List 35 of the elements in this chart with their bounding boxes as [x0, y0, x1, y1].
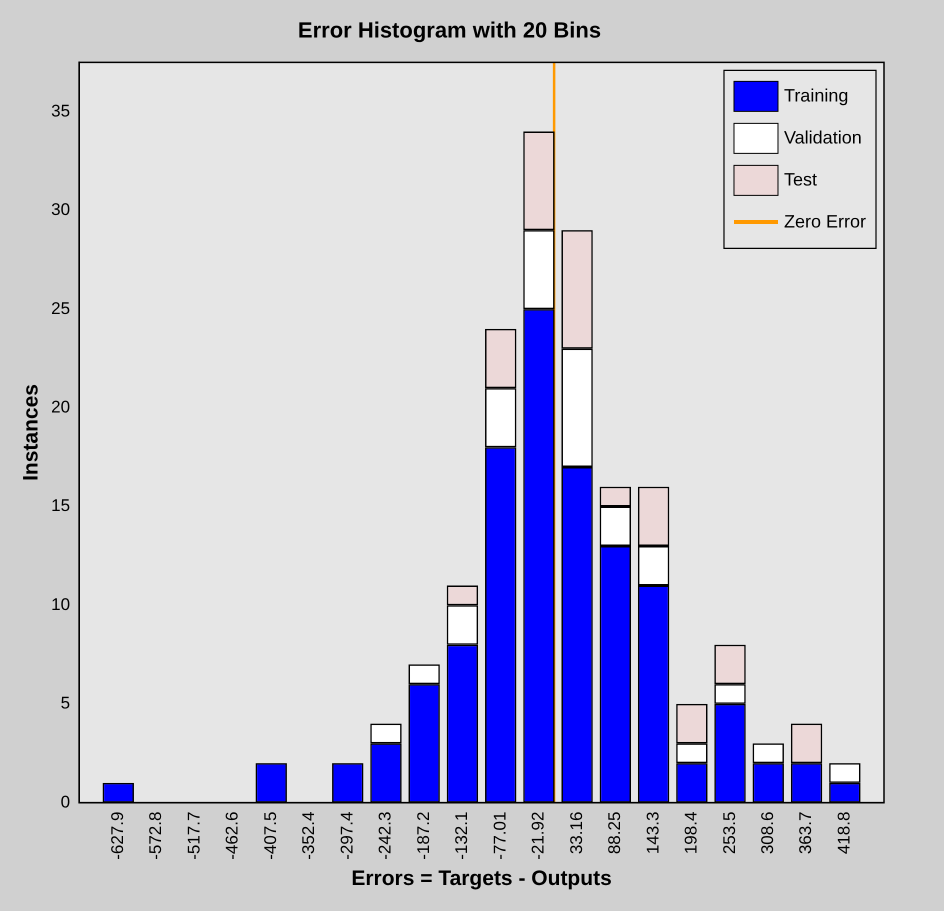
x-tick-label: 418.8 — [834, 812, 854, 854]
x-tick-label: 363.7 — [796, 812, 816, 854]
x-tick-label: -21.92 — [528, 812, 548, 860]
legend-label: Zero Error — [784, 211, 866, 232]
x-tick-label: -407.5 — [260, 812, 280, 860]
x-tick-label: -627.9 — [108, 812, 128, 860]
legend-label: Training — [784, 85, 848, 106]
x-tick-label: -517.7 — [184, 812, 204, 860]
x-tick-label: 33.16 — [566, 812, 586, 854]
legend-label: Test — [784, 169, 818, 190]
y-tick-label: 25 — [51, 298, 70, 318]
x-tick-label: 253.5 — [720, 812, 739, 854]
x-tick-label: -462.6 — [222, 812, 242, 860]
x-axis-title: Errors = Targets - Outputs — [351, 867, 612, 890]
x-tick-label: -77.01 — [490, 812, 510, 860]
x-tick-label: 88.25 — [605, 812, 624, 854]
x-tick-label: 198.4 — [682, 812, 701, 854]
x-tick-label: -297.4 — [337, 812, 356, 860]
x-tick-label: 308.6 — [758, 812, 777, 854]
y-tick-label: 10 — [51, 594, 70, 614]
chart-title: Error Histogram with 20 Bins — [298, 17, 602, 42]
x-tick-label: -242.3 — [376, 812, 395, 860]
x-tick-label: -572.8 — [146, 812, 166, 860]
y-axis-title: Instances — [19, 384, 42, 481]
x-tick-label: -187.2 — [414, 812, 433, 860]
legend-label: Validation — [784, 127, 862, 148]
y-tick-label: 15 — [51, 496, 70, 516]
y-tick-label: 20 — [51, 398, 70, 417]
x-tick-label: 143.3 — [643, 812, 662, 854]
y-tick-label: 0 — [60, 792, 70, 812]
y-tick-label: 5 — [60, 694, 70, 713]
y-tick-label: 35 — [51, 101, 70, 120]
x-tick-label: -352.4 — [299, 812, 318, 860]
x-tick-label: -132.1 — [452, 812, 472, 860]
y-tick-label: 30 — [51, 200, 70, 220]
